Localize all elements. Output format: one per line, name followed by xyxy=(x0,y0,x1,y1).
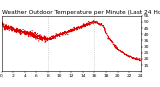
Title: Milwaukee Weather Outdoor Temperature per Minute (Last 24 Hours): Milwaukee Weather Outdoor Temperature pe… xyxy=(0,10,160,15)
